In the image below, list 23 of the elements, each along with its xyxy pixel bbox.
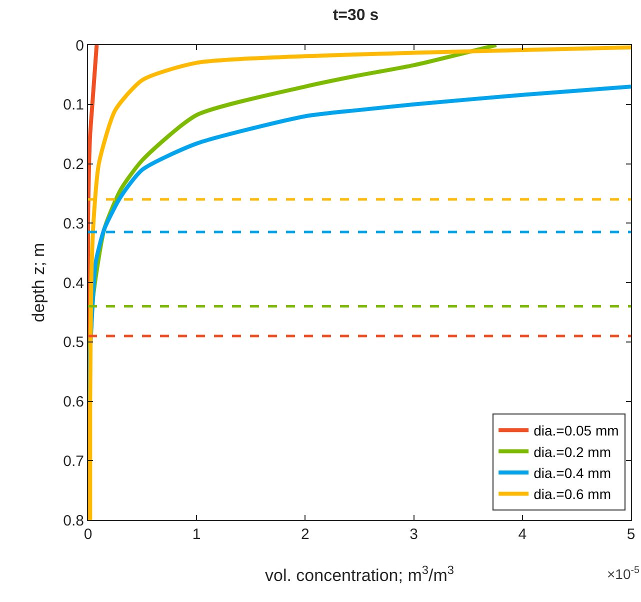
y-tick-label: 0.4 xyxy=(63,274,84,292)
text: ×10$^{-5}$ xyxy=(607,565,640,582)
y-tick-label: 0 xyxy=(76,37,84,54)
legend-label: dia.=0.4 mm xyxy=(534,464,612,481)
y-tick-label: 0.7 xyxy=(63,452,84,470)
x-tick-label: 2 xyxy=(301,526,310,543)
y-tick-label: 0.2 xyxy=(63,156,84,173)
y-axis-title: depth z; m xyxy=(29,242,48,322)
y-tick-label: 0.1 xyxy=(63,96,84,114)
x-axis-title: vol. concentration; m$^{3}$/m$^{3}$ xyxy=(265,562,454,585)
legend-label: dia.=0.2 mm xyxy=(534,444,612,460)
x-tick-label: 5 xyxy=(626,526,636,543)
chart-title: t=30 s xyxy=(332,7,379,24)
y-tick-label: 0.3 xyxy=(63,215,84,232)
legend-label: dia.=0.05 mm xyxy=(534,422,619,439)
line-series xyxy=(88,45,631,520)
x-tick-label: 4 xyxy=(518,526,527,543)
x-tick-label: 1 xyxy=(192,526,201,543)
y-tick-label: 0.6 xyxy=(63,394,84,410)
legend-label: dia.=0.6 mm xyxy=(534,486,612,502)
y-tick-label: 0.5 xyxy=(63,334,84,352)
x-tick-label: 3 xyxy=(410,526,418,543)
y-tick-label: 0.8 xyxy=(63,512,84,530)
